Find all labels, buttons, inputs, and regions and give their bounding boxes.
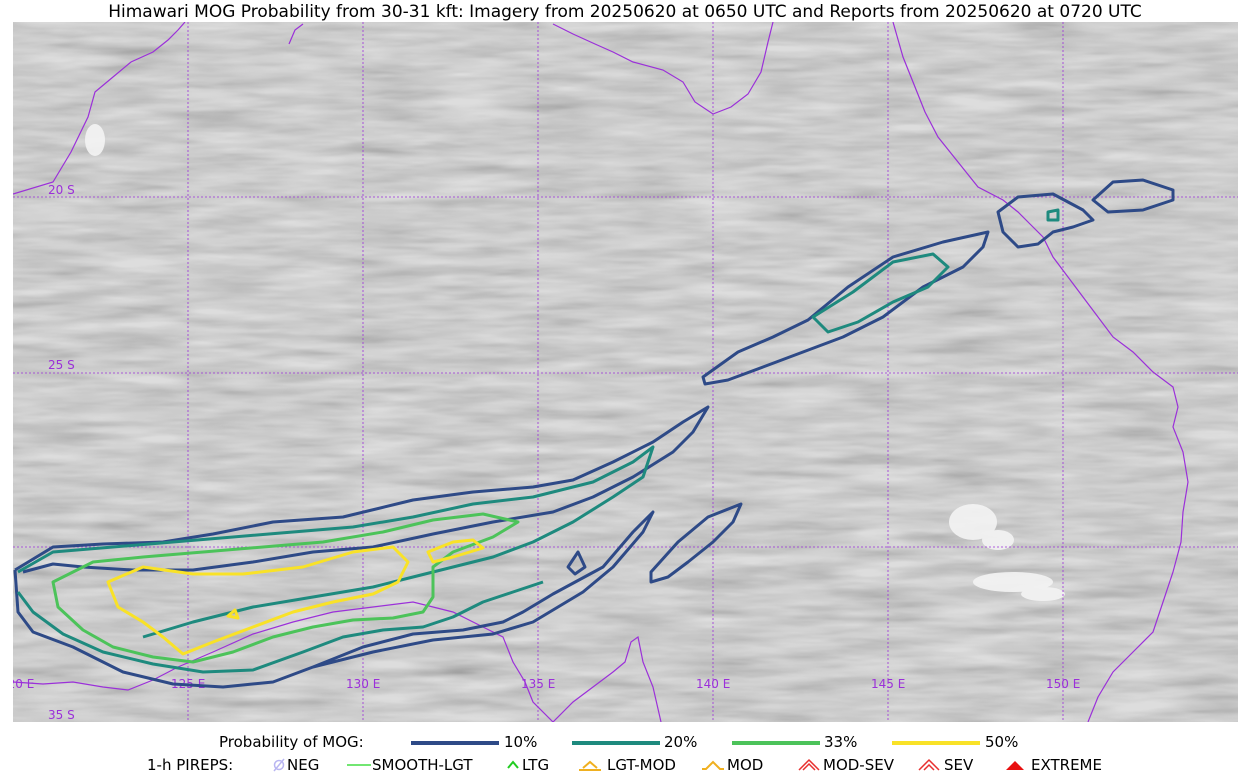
lon-label-120: 120 E (13, 677, 34, 691)
lon-label-140: 140 E (696, 677, 730, 691)
legend-label-10pct: 10% (504, 733, 538, 751)
satellite-imagery (13, 22, 1238, 722)
pirep-label-neg: NEG (287, 756, 320, 774)
pirep-label-mod: MOD (727, 756, 764, 774)
ltg-icon (507, 760, 519, 769)
pirep-label-extreme: EXTREME (1031, 756, 1102, 774)
coastline (13, 22, 1189, 722)
mod-icon (702, 760, 724, 770)
map-title: Himawari MOG Probability from 30-31 kft:… (108, 2, 1142, 22)
graticule (13, 22, 1238, 722)
satellite-map: 120 E 125 E 130 E 135 E 140 E 145 E 150 … (13, 22, 1238, 722)
probability-legend-title: Probability of MOG: (219, 733, 364, 751)
bright-cloud-cluster (85, 124, 1065, 601)
legend-swatch-10pct (411, 741, 499, 745)
contour-50pct (106, 538, 485, 656)
lat-label-25s: 25 S (48, 358, 75, 372)
mod-sev-icon (798, 758, 820, 771)
pirep-legend-title: 1-h PIREPS: (147, 756, 234, 774)
legend-label-50pct: 50% (985, 733, 1019, 751)
lat-label-35s: 35 S (48, 708, 75, 722)
pirep-label-lgt-mod: LGT-MOD (607, 756, 676, 774)
pirep-label-mod-sev: MOD-SEV (823, 756, 894, 774)
lat-label-20s: 20 S (48, 183, 75, 197)
contour-10pct (13, 178, 1175, 689)
sev-icon (918, 758, 940, 771)
probability-legend: Probability of MOG: 10% 20% 33% 50% (0, 733, 1250, 753)
pirep-label-ltg: LTG (522, 756, 550, 774)
legend-swatch-50pct (892, 741, 980, 745)
legend-swatch-33pct (732, 741, 820, 745)
mog-contours (13, 178, 1175, 689)
pirep-legend: 1-h PIREPS: NEG SMOOTH-LGT LTG LGT-MOD M… (0, 756, 1250, 776)
pirep-label-sev: SEV (944, 756, 974, 774)
pirep-label-smooth-lgt: SMOOTH-LGT (372, 756, 473, 774)
lgt-mod-icon (579, 760, 601, 771)
contour-20pct (16, 208, 1060, 674)
legend-swatch-20pct (572, 741, 660, 745)
neg-icon (273, 758, 285, 772)
smooth-lgt-icon (347, 764, 371, 766)
contour-33pct (51, 512, 520, 664)
lon-label-130: 130 E (346, 677, 380, 691)
extreme-icon (1006, 761, 1024, 770)
lon-label-135: 135 E (521, 677, 555, 691)
legend-label-33pct: 33% (824, 733, 858, 751)
lon-label-145: 145 E (871, 677, 905, 691)
lon-label-150: 150 E (1046, 677, 1080, 691)
legend-label-20pct: 20% (664, 733, 698, 751)
